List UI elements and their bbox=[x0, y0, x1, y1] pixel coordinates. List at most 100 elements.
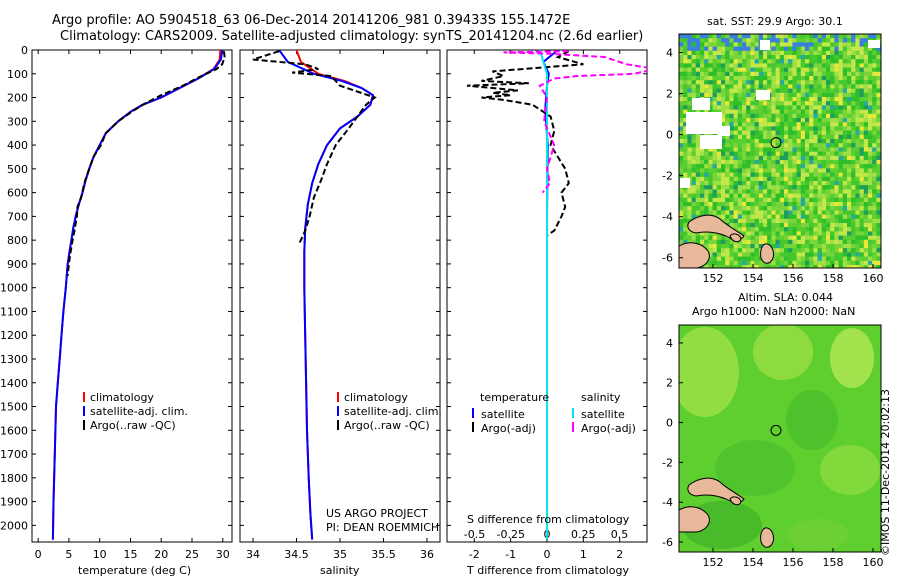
legend-header-salinity: salinity bbox=[581, 391, 621, 404]
sst-cell bbox=[872, 122, 877, 127]
sst-cell bbox=[746, 239, 751, 245]
sst-cell bbox=[859, 147, 864, 152]
sst-cell bbox=[742, 105, 747, 110]
sst-cell bbox=[821, 193, 827, 198]
sst-cell bbox=[830, 122, 835, 127]
sst-cell bbox=[729, 193, 734, 198]
sst-cell bbox=[716, 155, 722, 161]
sst-cell bbox=[859, 122, 864, 127]
sst-cell bbox=[834, 151, 839, 156]
sst-cell bbox=[729, 109, 734, 114]
sst-cell bbox=[805, 101, 810, 106]
sst-cell bbox=[821, 55, 827, 60]
sst-cell bbox=[876, 202, 881, 207]
sst-cell bbox=[826, 134, 831, 140]
sst-cell bbox=[683, 231, 688, 236]
sst-cell bbox=[716, 252, 722, 257]
sst-cell bbox=[796, 244, 801, 249]
sst-cell bbox=[813, 34, 818, 39]
sst-cell bbox=[838, 134, 843, 140]
sst-cell bbox=[784, 193, 789, 198]
sst-cell bbox=[737, 260, 743, 266]
sst-cell bbox=[721, 168, 726, 173]
sst-cell bbox=[725, 55, 730, 60]
sst-cell bbox=[817, 168, 822, 173]
sst-cell bbox=[746, 252, 751, 257]
sst-cell bbox=[695, 80, 701, 85]
sst-map-panel bbox=[678, 33, 882, 269]
sst-cell bbox=[784, 50, 789, 56]
sst-cell bbox=[725, 50, 730, 56]
sst-cell bbox=[809, 265, 814, 268]
sst-cell bbox=[725, 113, 730, 119]
sst-cell bbox=[817, 235, 822, 240]
sst-cell bbox=[859, 76, 864, 81]
sst-cell bbox=[767, 193, 772, 198]
sst-cell bbox=[754, 227, 759, 232]
sst-cell bbox=[679, 147, 684, 152]
sst-cell bbox=[712, 260, 717, 266]
sst-cell bbox=[821, 206, 827, 211]
sst-cell bbox=[851, 147, 856, 152]
sst-cell bbox=[876, 92, 881, 98]
sst-cell bbox=[842, 118, 848, 123]
sst-cell bbox=[721, 92, 726, 98]
sst-map-y-tick-label: 0 bbox=[666, 129, 673, 142]
sst-cell bbox=[821, 151, 827, 156]
depth-tick-label: 800 bbox=[7, 234, 28, 247]
sst-cell bbox=[708, 256, 713, 261]
sst-cell bbox=[750, 231, 755, 236]
sst-cell bbox=[868, 92, 873, 98]
sst-cell bbox=[826, 210, 831, 215]
sst-cell bbox=[779, 176, 785, 182]
sst-cell bbox=[758, 181, 764, 186]
sla-map-y-tick-label: -4 bbox=[662, 496, 673, 509]
sla-map-subtitle: Argo h1000: NaN h2000: NaN bbox=[692, 305, 856, 318]
sst-cell bbox=[721, 218, 726, 224]
sst-cell bbox=[737, 84, 743, 89]
sst-cell bbox=[784, 109, 789, 114]
sst-cell bbox=[859, 197, 864, 203]
sst-cell bbox=[695, 231, 701, 236]
sst-cell bbox=[758, 130, 764, 135]
sst-cell bbox=[830, 71, 835, 77]
sst-cell bbox=[834, 122, 839, 127]
sst-cell bbox=[716, 265, 722, 268]
sst-cell bbox=[800, 193, 806, 198]
sst-cell bbox=[750, 84, 755, 89]
sst-cell bbox=[859, 265, 864, 268]
sst-cell bbox=[868, 176, 873, 182]
sst-cell bbox=[872, 109, 877, 114]
sst-cell bbox=[712, 50, 717, 56]
sst-cell bbox=[842, 206, 848, 211]
sst-cell bbox=[742, 235, 747, 240]
sst-map-x-tick-label: 156 bbox=[783, 272, 804, 285]
sst-cell bbox=[742, 210, 747, 215]
sst-cell bbox=[775, 181, 780, 186]
sst-cell bbox=[847, 155, 852, 161]
sst-cell bbox=[725, 80, 730, 85]
sst-cell bbox=[842, 139, 848, 144]
sst-cell bbox=[775, 80, 780, 85]
sst-cell bbox=[712, 46, 717, 51]
sst-cell bbox=[746, 122, 751, 127]
sst-cell bbox=[725, 248, 730, 253]
sst-cell bbox=[876, 84, 881, 89]
sst-cell bbox=[872, 143, 877, 148]
sst-cell bbox=[737, 105, 743, 110]
sst-cell bbox=[695, 92, 701, 98]
sst-cell bbox=[842, 235, 848, 240]
sst-cell bbox=[771, 218, 776, 224]
sst-cell bbox=[838, 185, 843, 190]
sst-cell bbox=[691, 160, 696, 165]
sst-cell bbox=[733, 101, 738, 106]
sst-cell bbox=[746, 92, 751, 98]
sst-cell bbox=[767, 155, 772, 161]
sst-cell bbox=[826, 88, 831, 93]
sst-cell bbox=[859, 80, 864, 85]
sst-cell bbox=[687, 172, 692, 177]
sst-cell bbox=[737, 34, 743, 39]
sst-cell bbox=[737, 42, 743, 47]
sst-cell bbox=[855, 38, 860, 43]
sst-cell bbox=[851, 227, 856, 232]
